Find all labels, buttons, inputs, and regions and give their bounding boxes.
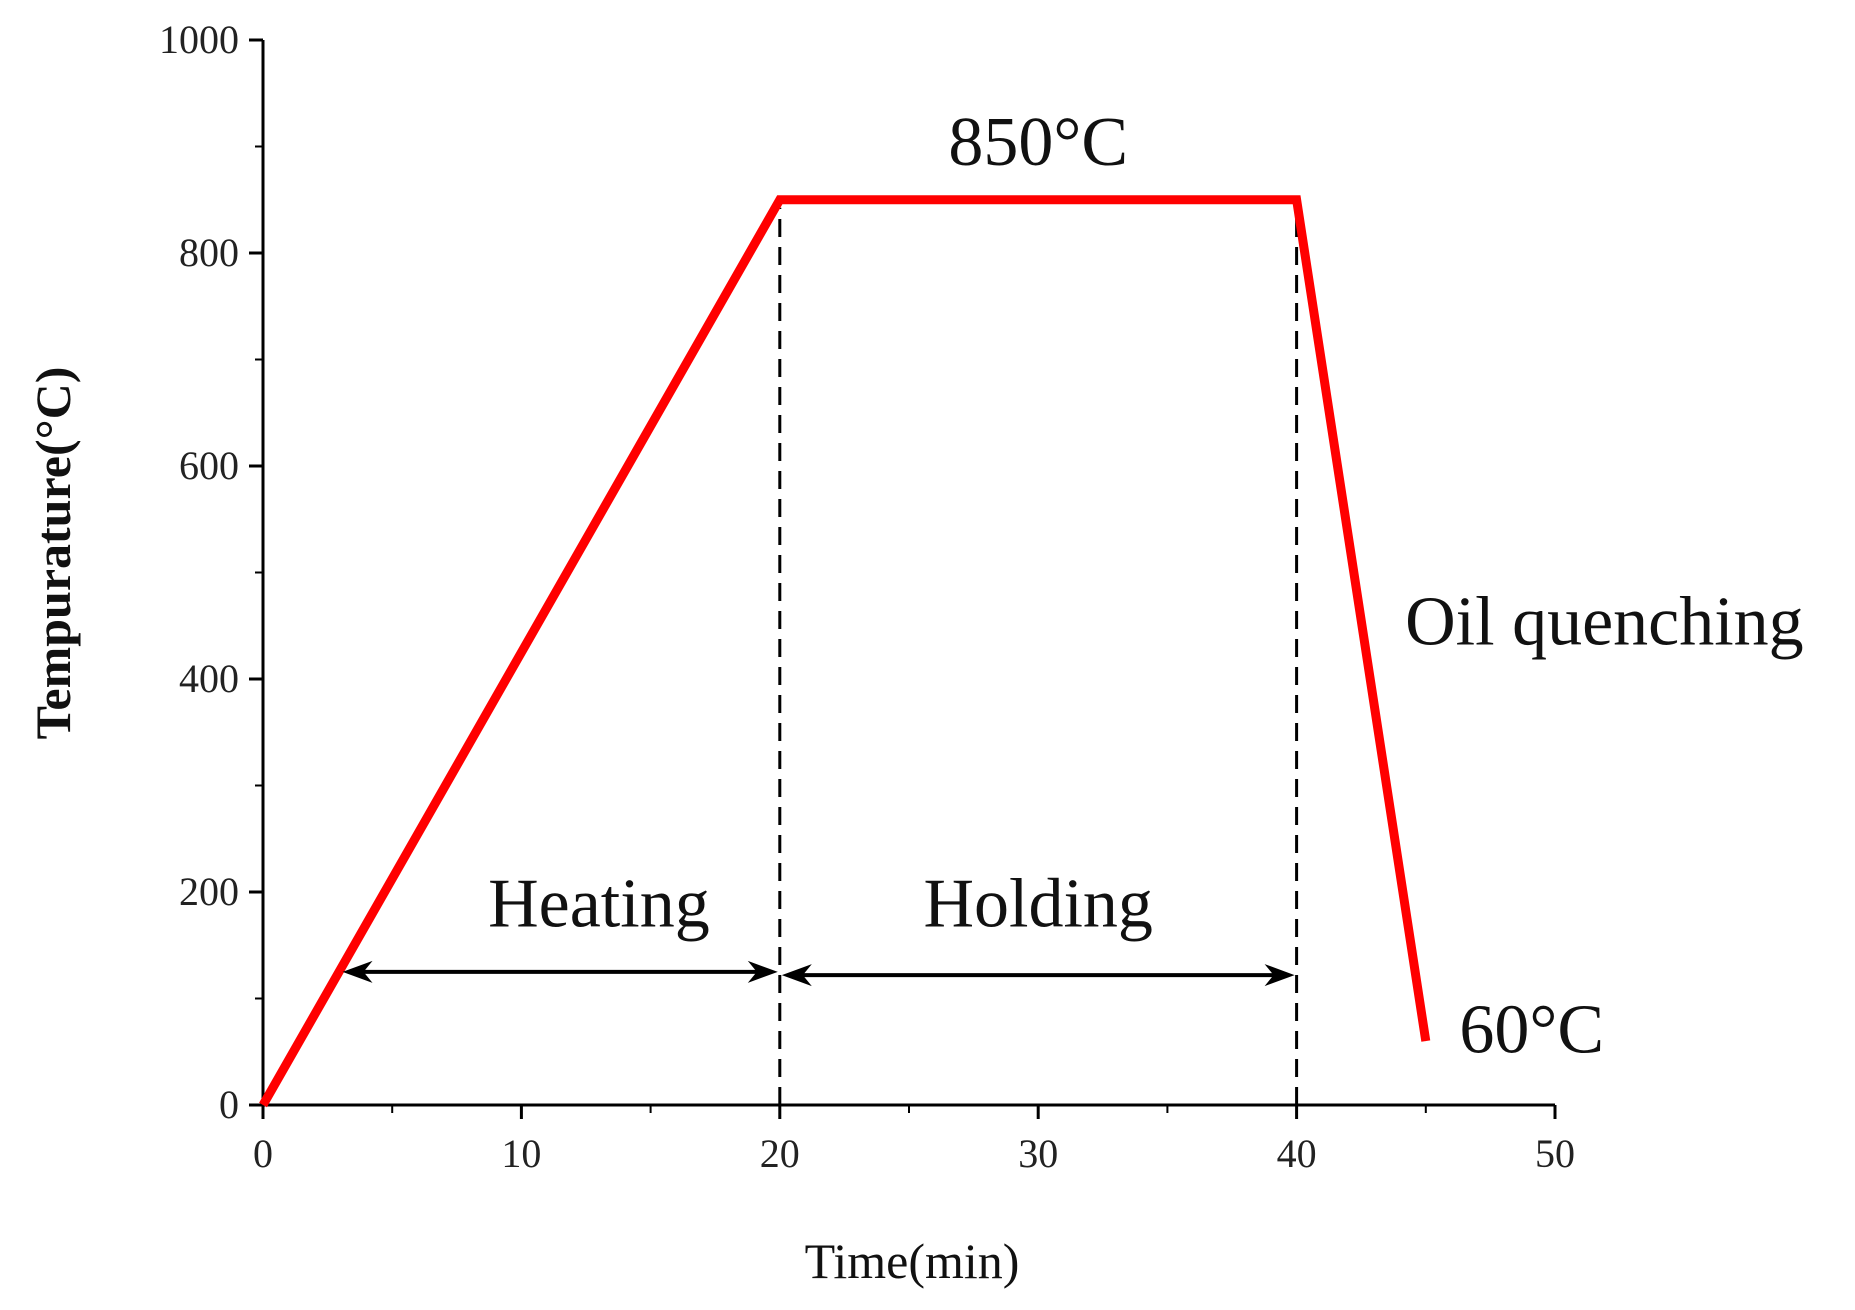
y-tick-label: 400 <box>179 656 239 701</box>
annotations-layer: 850°C Oil quenching 60°C <box>948 104 1803 1068</box>
y-axis-title: Tempurature(°C) <box>25 367 81 740</box>
series-layer <box>259 195 1431 1108</box>
interval-label: Holding <box>923 866 1152 943</box>
interval-label: Heating <box>488 866 710 943</box>
arrow-head <box>747 960 778 983</box>
temperature-series-line <box>259 195 1431 1108</box>
axes-layer: 0 10 20 30 40 50 0 200 400 600 800 1000 <box>159 17 1575 1176</box>
reference-lines-layer <box>778 207 1299 1105</box>
chart-annotation: 60°C <box>1459 991 1604 1068</box>
y-tick-label: 800 <box>179 230 239 275</box>
chart-annotation: 850°C <box>948 104 1128 181</box>
interval-arrows-layer: Heating Holding <box>342 866 1295 987</box>
y-tick-label: 200 <box>179 869 239 914</box>
arrow-head <box>342 960 373 983</box>
y-tick-label: 1000 <box>159 17 239 62</box>
x-axis-title: Time(min) <box>805 1233 1020 1289</box>
x-tick-label: 10 <box>501 1131 541 1176</box>
x-tick-label: 0 <box>253 1131 273 1176</box>
arrow-head <box>781 964 812 987</box>
chart-annotation: Oil quenching <box>1405 583 1804 660</box>
arrow-head <box>1264 964 1295 987</box>
x-tick-label: 50 <box>1535 1131 1575 1176</box>
x-tick-label: 20 <box>760 1131 800 1176</box>
x-tick-label: 30 <box>1018 1131 1058 1176</box>
y-tick-label: 0 <box>219 1082 239 1127</box>
y-tick-label: 600 <box>179 443 239 488</box>
x-tick-label: 40 <box>1277 1131 1317 1176</box>
